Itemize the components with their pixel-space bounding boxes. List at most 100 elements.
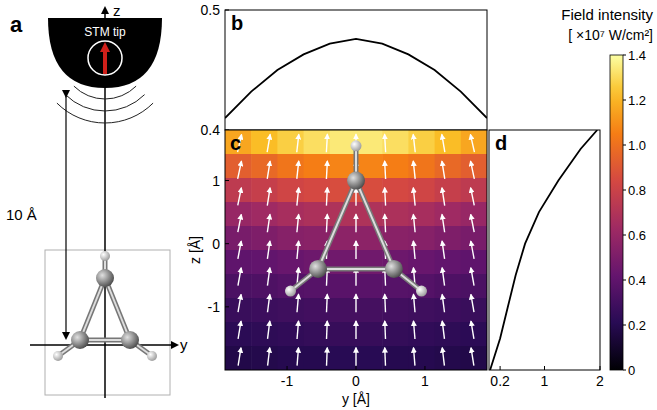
tick-label: 1.0 <box>628 138 646 153</box>
heatmap-cell <box>330 322 357 347</box>
heatmap-cell <box>225 274 252 299</box>
field-arrow <box>384 214 386 232</box>
panel-c: -101-101y [Å]z [Å]c <box>187 130 488 407</box>
field-arrow <box>442 268 444 286</box>
field-arrow <box>442 321 444 339</box>
tip-label: STM tip <box>84 25 126 39</box>
heatmap-cell <box>461 154 487 179</box>
heatmap-cell <box>461 202 487 227</box>
field-arrow <box>471 348 474 366</box>
wave-arc <box>74 86 136 99</box>
field-arrow <box>326 348 328 366</box>
axis-label: y <box>180 336 188 353</box>
tick <box>623 280 626 281</box>
heatmap-cell <box>330 298 357 323</box>
bond-highlight <box>356 181 394 269</box>
hydrogen-atom <box>100 251 110 261</box>
line <box>490 130 597 370</box>
plot-frame <box>225 130 487 370</box>
field-arrow <box>297 214 299 232</box>
field-arrow <box>442 294 444 312</box>
field-arrow <box>413 294 415 312</box>
field-arrow <box>267 268 269 286</box>
hydrogen-atom <box>53 351 63 361</box>
hydrogen-atom <box>416 286 427 297</box>
tick-label: 0.8 <box>628 183 646 198</box>
bond-highlight <box>318 181 356 269</box>
field-arrow <box>471 241 474 259</box>
bond-highlight <box>80 278 105 340</box>
panel-b: 0.40.5b <box>201 2 487 138</box>
heatmap-cell <box>251 226 278 251</box>
field-arrow <box>297 241 299 259</box>
carbon-atom <box>96 269 114 287</box>
y-axis-arrow <box>30 344 177 346</box>
field-arrow <box>238 321 241 339</box>
heatmap-cell <box>382 130 409 155</box>
tick-label: 0 <box>212 236 220 252</box>
field-arrow <box>267 241 270 259</box>
tick <box>500 366 501 370</box>
hydrogen-atom <box>147 351 157 361</box>
field-arrow <box>413 161 415 179</box>
heatmap-cell <box>435 346 462 370</box>
field-arrows <box>238 134 475 365</box>
tick-label: 0.2 <box>490 373 510 389</box>
colorbar-title: Field intensity <box>561 6 653 23</box>
field-arrow <box>414 348 415 366</box>
field-arrow <box>471 161 475 179</box>
heatmap-cell <box>408 322 435 347</box>
heatmap-cell <box>408 154 435 179</box>
field-arrow <box>470 135 474 153</box>
carbon-atom <box>121 331 139 349</box>
heatmap-cell <box>251 130 278 155</box>
heatmap-cell <box>408 130 435 155</box>
heatmap-cell <box>435 130 462 155</box>
field-arrow <box>326 321 328 339</box>
heatmap-cell <box>408 346 435 370</box>
tick-label: 0.4 <box>628 273 646 288</box>
field-arrow <box>384 294 386 312</box>
molecule <box>285 140 427 296</box>
field-arrow <box>238 348 241 366</box>
field-arrow <box>268 321 270 339</box>
heatmap-cell <box>435 178 462 203</box>
axis-title: z [Å] <box>187 236 203 264</box>
hydrogen-atom <box>351 140 362 151</box>
tick-label: 2 <box>596 373 604 389</box>
heatmap-cell <box>356 322 383 347</box>
field-arrow <box>384 188 386 206</box>
field-arrow <box>355 214 356 232</box>
carbon-atom <box>309 260 327 278</box>
field-arrow <box>326 214 328 232</box>
carbon-atom <box>385 260 403 278</box>
field-arrow <box>442 214 445 232</box>
heatmap-cell <box>277 202 304 227</box>
heatmap-cell <box>251 202 278 227</box>
plot-area <box>490 130 597 370</box>
field-arrow <box>238 161 242 179</box>
heatmap-cell <box>251 298 278 323</box>
tick-label: 1.4 <box>628 48 646 63</box>
field-arrow <box>442 348 444 366</box>
figure: azSTM tip10 Åy0.40.5b-101-101y [Å]z [Å]c… <box>0 0 657 410</box>
panel-letter: a <box>10 12 23 37</box>
heatmap-cell <box>251 322 278 347</box>
heatmap-cell <box>304 154 331 179</box>
heatmap-cell <box>304 130 331 155</box>
field-arrow <box>238 215 241 233</box>
field-arrow <box>413 134 415 152</box>
wave-arc <box>57 103 153 123</box>
field-arrow <box>355 348 356 366</box>
heatmap-cell <box>277 298 304 323</box>
heatmap-cell <box>225 154 252 179</box>
tick-label: 0.2 <box>628 318 646 333</box>
bond <box>80 278 105 340</box>
heatmap-cell <box>277 322 304 347</box>
heatmap-cell <box>251 346 278 370</box>
field-arrow <box>471 321 474 339</box>
plot-area <box>225 39 487 118</box>
panel-letter: b <box>231 12 243 34</box>
field-arrow <box>238 268 241 286</box>
field-arrow <box>297 321 298 339</box>
